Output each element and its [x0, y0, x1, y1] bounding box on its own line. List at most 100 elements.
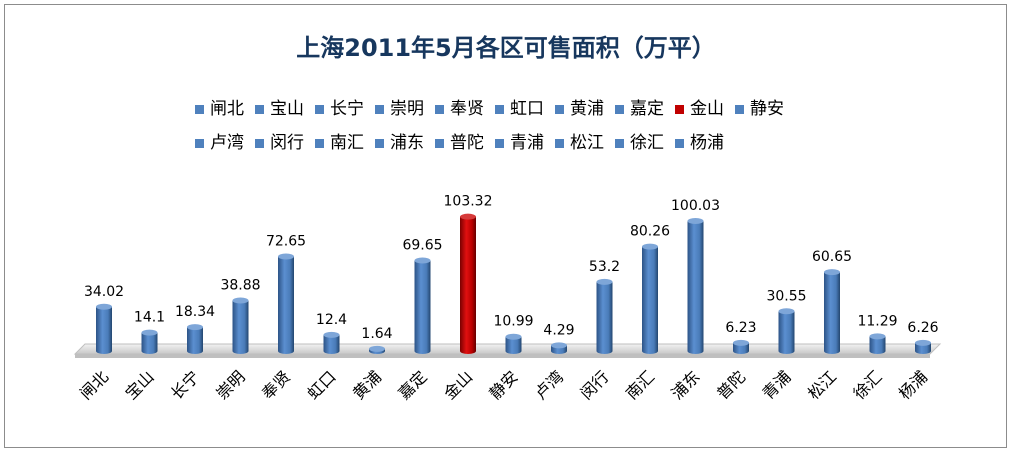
legend-swatch — [735, 105, 744, 114]
category-label: 徐汇 — [850, 367, 886, 403]
legend-swatch — [195, 139, 204, 148]
chart-title: 上海2011年5月各区可售面积（万平） — [296, 34, 716, 62]
legend-swatch — [435, 139, 444, 148]
legend-label: 奉贤 — [450, 99, 484, 119]
bar-body — [733, 342, 749, 351]
bar-base — [596, 348, 613, 354]
bar-body — [187, 327, 203, 351]
bar-普陀 — [733, 339, 749, 354]
bar-徐汇 — [869, 333, 886, 354]
category-label: 奉贤 — [258, 367, 294, 403]
bar-cap — [551, 342, 567, 349]
bar-cap — [369, 345, 385, 352]
legend-swatch — [495, 105, 504, 114]
bar-base — [642, 348, 658, 354]
bar-base — [824, 348, 840, 354]
bar-闵行 — [596, 278, 613, 354]
legend-swatch — [375, 105, 384, 114]
chart-svg: 上海2011年5月各区可售面积（万平） 闸北 宝山 长宁 崇明 奉贤 虹口 黄浦 嘉定 金山 静安… — [73, 34, 942, 403]
legend-label: 静安 — [750, 99, 784, 119]
bar-cap — [642, 243, 658, 250]
bar-body — [414, 260, 431, 351]
bar-cap — [141, 329, 158, 336]
category-label: 卢湾 — [531, 367, 567, 403]
legend-label: 卢湾 — [210, 133, 244, 153]
bar-嘉定 — [414, 257, 431, 354]
bar-body — [232, 300, 249, 351]
legend-swatch — [675, 105, 684, 114]
bar-闸北 — [96, 303, 112, 354]
chart-frame: 上海2011年5月各区可售面积（万平） 闸北 宝山 长宁 崇明 奉贤 虹口 黄浦 嘉定 金山 静安… — [4, 4, 1007, 448]
legend-label: 浦东 — [390, 133, 424, 153]
bar-cap — [414, 257, 431, 264]
bar-base — [505, 348, 522, 354]
legend-swatch — [435, 105, 444, 114]
bar-cap — [824, 269, 840, 276]
value-label: 30.55 — [766, 288, 806, 304]
category-label: 虹口 — [304, 367, 340, 403]
legend-label: 宝山 — [270, 99, 304, 119]
value-label: 6.23 — [725, 320, 756, 336]
legend-swatch — [315, 139, 324, 148]
value-label: 11.29 — [857, 313, 897, 329]
value-label: 34.02 — [84, 284, 124, 300]
bar-虹口 — [323, 331, 340, 354]
bar-浦东 — [687, 217, 704, 354]
bar-cap — [460, 213, 476, 220]
legend-label: 徐汇 — [630, 133, 664, 153]
legend-label: 长宁 — [330, 99, 364, 119]
bar-body — [505, 336, 522, 351]
legend-label: 闵行 — [270, 133, 304, 153]
bar-cap — [96, 303, 112, 310]
bar-base — [460, 348, 476, 354]
legend-swatch — [375, 139, 384, 148]
legend-label: 杨浦 — [690, 133, 724, 153]
bar-宝山 — [141, 329, 158, 354]
bar-base — [323, 348, 340, 354]
bar-body — [278, 256, 294, 351]
legend-label: 普陀 — [450, 133, 484, 153]
legend-swatch — [255, 105, 264, 114]
category-label: 黄浦 — [349, 367, 385, 403]
bar-cap — [187, 324, 203, 331]
category-label: 普陀 — [713, 367, 749, 403]
category-label: 杨浦 — [895, 367, 931, 403]
legend-swatch — [675, 139, 684, 148]
bar-body — [323, 334, 340, 351]
bar-松江 — [824, 269, 840, 354]
value-label: 80.26 — [630, 224, 670, 240]
bar-cap — [733, 339, 749, 346]
category-label: 浦东 — [668, 367, 704, 403]
legend-label: 松江 — [570, 133, 604, 153]
value-label: 14.1 — [134, 310, 165, 326]
legend-label: 金山 — [690, 99, 724, 119]
bar-cap — [505, 333, 522, 340]
bar-base — [778, 348, 795, 354]
category-label: 金山 — [440, 367, 476, 403]
category-label: 南汇 — [622, 367, 658, 403]
bar-body — [642, 246, 658, 351]
bar-base — [733, 348, 749, 354]
bar-body — [596, 281, 613, 351]
legend-swatch — [195, 105, 204, 114]
bar-cap — [323, 331, 340, 338]
bar-base — [232, 348, 249, 354]
legend-swatch — [615, 139, 624, 148]
legend-swatch — [495, 139, 504, 148]
bar-奉贤 — [278, 253, 294, 354]
bar-body — [96, 306, 112, 351]
category-label: 闸北 — [76, 367, 112, 403]
category-label: 松江 — [804, 367, 840, 403]
category-label: 青浦 — [759, 367, 795, 403]
bar-cap — [232, 297, 249, 304]
category-label: 崇明 — [213, 367, 249, 403]
bar-body — [141, 332, 158, 351]
bar-base — [687, 348, 704, 354]
legend-label: 青浦 — [510, 133, 544, 153]
bar-cap — [869, 333, 886, 340]
value-label: 53.2 — [589, 259, 620, 275]
legend-label: 南汇 — [330, 133, 364, 153]
category-label: 长宁 — [167, 367, 203, 403]
bar-长宁 — [187, 324, 203, 354]
